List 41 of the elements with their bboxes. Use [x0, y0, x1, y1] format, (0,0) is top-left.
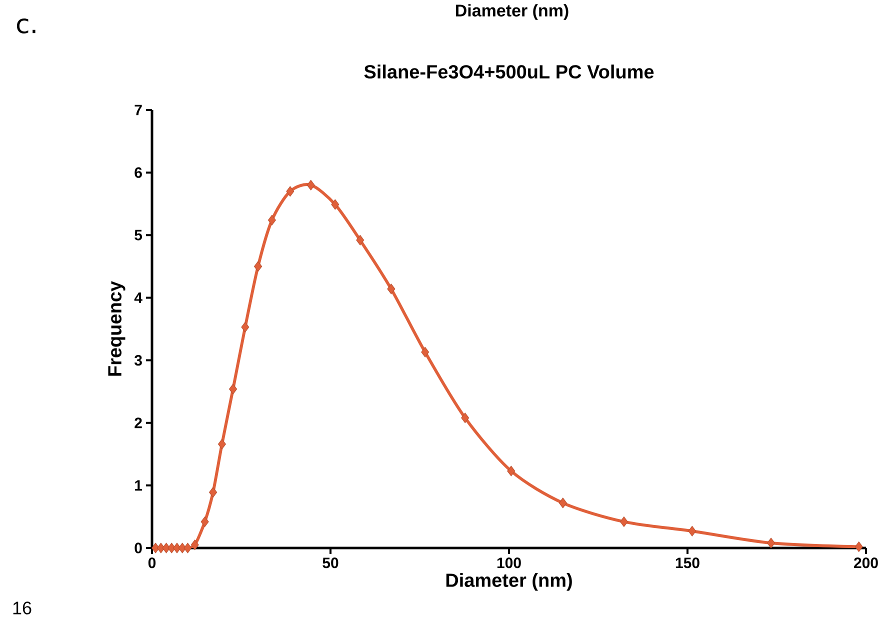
text: 16: [13, 602, 32, 614]
point: [229, 384, 238, 394]
point: [254, 261, 262, 272]
x-tick-label: 50: [322, 558, 338, 568]
y-tick-label: 0: [134, 542, 142, 554]
point: [356, 234, 364, 246]
y-tick-label: 5: [134, 230, 142, 240]
point: [218, 438, 226, 450]
point: [190, 540, 199, 550]
point: [286, 186, 294, 197]
text: Diameter (nm): [456, 4, 568, 20]
point: [854, 541, 863, 552]
y-tick-label: 4: [134, 292, 142, 303]
point: [209, 487, 218, 498]
point: [268, 214, 276, 226]
x-tick-label: 200: [854, 558, 878, 568]
x-tick-label: 100: [497, 558, 521, 568]
chart-title: Silane-Fe3O4+500uL PC Volume: [364, 64, 654, 79]
point: [306, 180, 315, 190]
point: [200, 516, 209, 527]
x-tick-label: 0: [148, 558, 156, 568]
point: [767, 538, 776, 548]
point: [558, 498, 567, 508]
y-tick-label: 6: [134, 167, 142, 178]
point: [461, 412, 470, 424]
point: [620, 516, 628, 527]
point: [184, 542, 192, 554]
y-tick-label: 7: [134, 104, 142, 116]
y-tick-label: 3: [134, 354, 142, 366]
point: [688, 526, 696, 536]
point: [387, 284, 396, 294]
y-tick-label: 1: [135, 480, 142, 491]
point: [331, 199, 340, 210]
x-axis-title: Diameter (nm): [446, 573, 572, 591]
y-axis-title: Frequency: [108, 281, 126, 376]
text: c.: [16, 18, 36, 34]
point: [507, 466, 516, 476]
x-tick-label: 150: [676, 558, 700, 568]
point: [241, 322, 250, 332]
y-tick-label: 2: [134, 418, 142, 428]
point: [421, 346, 430, 358]
